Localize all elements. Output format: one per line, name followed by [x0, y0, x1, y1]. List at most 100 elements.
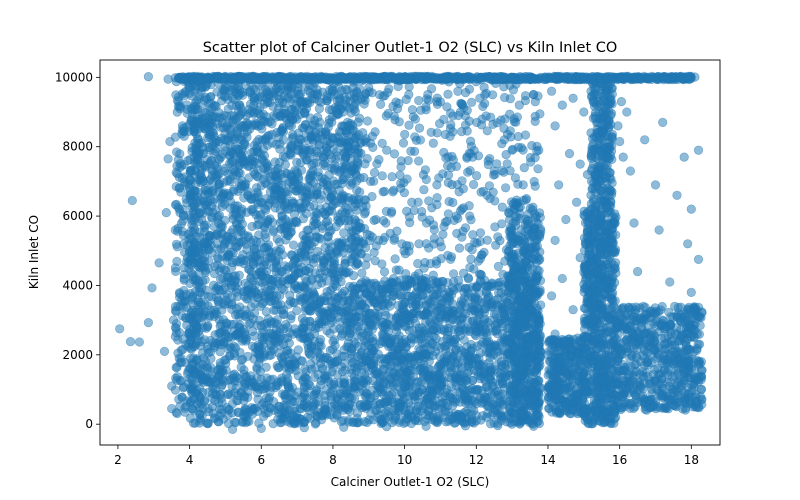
scatter-point — [384, 338, 394, 349]
scatter-point — [205, 174, 215, 184]
scatter-point — [305, 147, 315, 157]
scatter-point — [241, 179, 251, 189]
scatter-point — [202, 418, 212, 428]
scatter-point — [314, 307, 324, 317]
scatter-point — [243, 186, 253, 196]
scatter-point — [286, 89, 296, 99]
scatter-point — [469, 397, 479, 407]
scatter-point — [466, 254, 476, 264]
scatter-point — [389, 274, 399, 284]
scatter-point — [258, 335, 268, 346]
scatter-point — [404, 120, 414, 130]
scatter-point — [189, 249, 199, 259]
scatter-point — [221, 296, 231, 306]
scatter-point — [215, 361, 225, 371]
scatter-point — [179, 382, 189, 392]
scatter-point — [400, 129, 410, 139]
scatter-point — [300, 282, 310, 293]
scatter-point — [213, 170, 223, 180]
scatter-point — [347, 234, 357, 244]
scatter-point — [241, 111, 251, 121]
scatter-point — [463, 167, 473, 177]
scatter-point — [335, 209, 345, 219]
scatter-point — [448, 197, 458, 208]
scatter-point — [385, 366, 395, 376]
scatter-point — [192, 197, 203, 207]
scatter-point — [424, 196, 434, 206]
scatter-point — [283, 220, 293, 230]
scatter-point — [464, 360, 474, 370]
scatter-point — [445, 367, 455, 377]
scatter-point — [388, 187, 398, 197]
scatter-point — [251, 348, 261, 358]
scatter-point — [370, 343, 380, 353]
scatter-point — [175, 159, 185, 169]
scatter-point — [369, 168, 380, 178]
scatter-point — [312, 85, 322, 95]
scatter-point — [291, 352, 302, 362]
scatter-point — [213, 371, 223, 381]
scatter-point — [328, 336, 338, 347]
scatter-point — [278, 127, 289, 137]
scatter-point — [314, 103, 325, 114]
scatter-point — [260, 229, 270, 239]
scatter-point — [223, 94, 233, 104]
scatter-point — [484, 358, 494, 368]
scatter-point — [330, 293, 340, 304]
scatter-point — [418, 338, 428, 348]
scatter-point — [317, 363, 327, 373]
scatter-point — [251, 244, 261, 254]
scatter-point — [305, 239, 315, 249]
scatter-point — [366, 288, 376, 298]
scatter-point — [202, 154, 212, 165]
scatter-point — [248, 204, 258, 214]
scatter-point — [219, 85, 229, 95]
scatter-point — [285, 365, 295, 375]
scatter-point — [343, 204, 353, 215]
scatter-point — [256, 209, 266, 219]
scatter-point — [505, 94, 515, 104]
scatter-point — [315, 251, 325, 261]
scatter-point — [337, 351, 348, 361]
scatter-point — [357, 268, 367, 278]
scatter-point — [242, 309, 252, 319]
scatter-point — [428, 270, 438, 280]
scatter-point — [271, 337, 281, 347]
scatter-point — [329, 378, 339, 388]
scatter-point — [348, 401, 358, 411]
scatter-point — [379, 267, 390, 277]
scatter-point — [374, 155, 384, 165]
scatter-point — [322, 93, 332, 104]
scatter-point — [226, 234, 236, 244]
scatter-point — [470, 292, 481, 302]
scatter-point — [317, 411, 327, 421]
scatter-point — [320, 371, 330, 381]
scatter-point — [404, 398, 414, 408]
scatter-point — [259, 151, 270, 161]
scatter-point — [529, 176, 539, 187]
scatter-point — [242, 120, 252, 130]
scatter-point — [421, 398, 431, 408]
scatter-point — [332, 392, 343, 402]
scatter-point — [360, 341, 370, 351]
scatter-point — [239, 129, 249, 139]
scatter-point — [252, 137, 262, 147]
scatter-point — [275, 205, 285, 215]
scatter-point — [378, 301, 388, 311]
scatter-point — [468, 316, 479, 326]
scatter-point — [217, 118, 227, 128]
scatter-point — [316, 234, 326, 244]
scatter-point — [185, 167, 195, 177]
scatter-point — [535, 109, 545, 119]
scatter-point — [188, 418, 199, 428]
scatter-point — [194, 283, 204, 293]
scatter-point — [215, 347, 225, 357]
scatter-point — [357, 277, 367, 288]
scatter-point — [371, 397, 382, 408]
chart-title: Scatter plot of Calciner Outlet-1 O2 (SL… — [203, 40, 618, 56]
scatter-point — [378, 317, 388, 327]
scatter-point — [367, 191, 377, 202]
scatter-point — [361, 356, 371, 366]
scatter-point — [399, 246, 409, 256]
